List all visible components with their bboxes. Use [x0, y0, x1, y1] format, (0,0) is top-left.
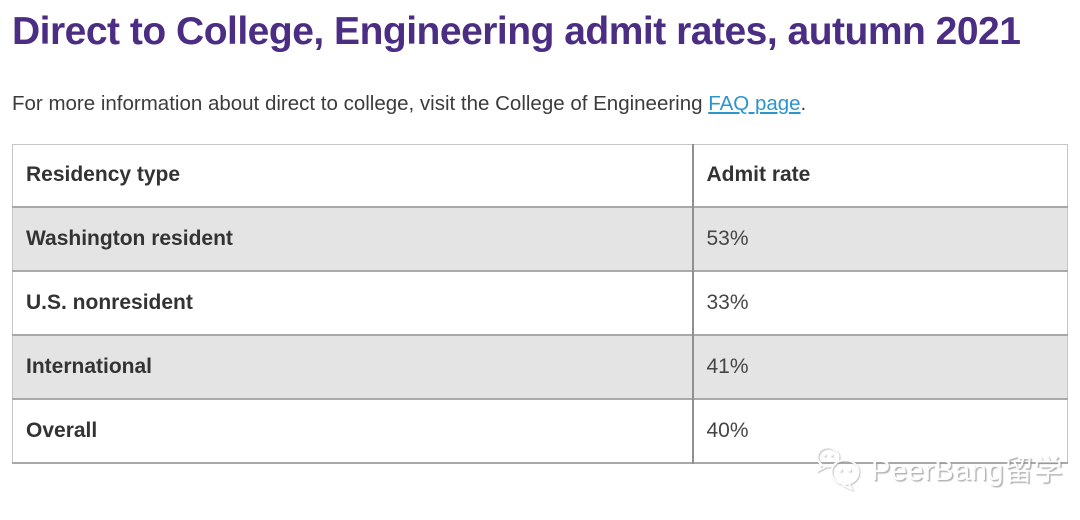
residency-type-cell: Overall [26, 418, 98, 442]
intro-paragraph: For more information about direct to col… [0, 54, 1080, 117]
residency-type-cell: International [26, 354, 153, 378]
residency-type-cell: Washington resident [26, 226, 233, 250]
table-row-overall: Overall 40% [12, 398, 1068, 463]
admit-rate-cell: 53% [691, 206, 1068, 271]
faq-page-link[interactable]: FAQ page [708, 92, 801, 115]
intro-text-prefix: For more information about direct to col… [12, 92, 709, 115]
residency-type-cell: U.S. nonresident [26, 290, 193, 314]
admit-rate-cell: 41% [691, 334, 1068, 399]
admit-rates-table: Residency type Admit rate Washington res… [12, 144, 1068, 464]
admit-rate-cell: 40% [691, 398, 1068, 463]
admit-rate-cell: 33% [691, 270, 1068, 335]
page-title: Direct to College, Engineering admit rat… [12, 10, 1021, 53]
table-row-washington-resident: Washington resident 53% [12, 206, 1068, 271]
intro-text-suffix: . [800, 92, 807, 115]
table-row-us-nonresident: U.S. nonresident 33% [12, 270, 1068, 335]
column-header-admit-rate: Admit rate [691, 144, 1068, 207]
table-row-international: International 41% [12, 334, 1068, 399]
column-header-residency-type: Residency type [12, 144, 693, 207]
table-header-row: Residency type Admit rate [12, 144, 1068, 207]
